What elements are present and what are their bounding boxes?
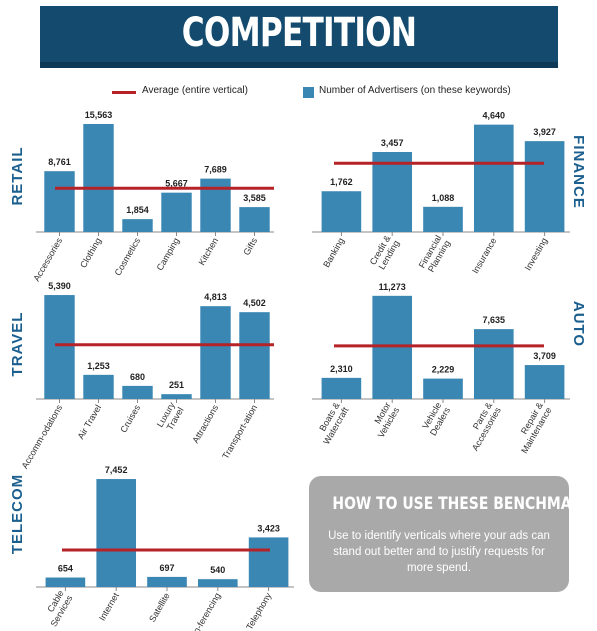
chart-telecom-bar <box>197 579 238 587</box>
chart-telecom-value-label: 654 <box>58 564 73 574</box>
chart-auto-value-label: 3,709 <box>533 351 556 361</box>
chart-finance-category-label: Investing <box>523 236 550 272</box>
chart-finance-bar <box>321 191 362 232</box>
chart-retail-value-label: 7,689 <box>204 165 227 175</box>
chart-auto-bar <box>524 365 565 399</box>
chart-telecom-value-label: 7,452 <box>105 465 128 475</box>
chart-finance-title: FINANCE <box>570 135 587 209</box>
chart-finance-bar <box>423 206 463 232</box>
chart-travel-category-label: LuxuryTravel <box>155 400 186 434</box>
chart-telecom-bar <box>96 479 137 587</box>
legend-average-swatch <box>112 91 136 94</box>
chart-telecom-category-label: Satellite <box>147 591 172 624</box>
chart-retail-bar <box>44 171 75 232</box>
chart-retail-category-label: Clothing <box>78 236 103 270</box>
legend-average-label: Average (entire vertical) <box>142 85 248 96</box>
chart-auto-value-label: 7,635 <box>483 315 506 325</box>
chart-finance-value-label: 3,927 <box>533 127 556 137</box>
chart-travel-category-label: Transport-ation <box>220 403 259 461</box>
chart-finance-value-label: 1,088 <box>432 193 455 203</box>
chart-finance-value-label: 3,457 <box>381 138 404 148</box>
chart-finance-value-label: 4,640 <box>483 111 506 121</box>
chart-auto-value-label: 2,229 <box>432 365 455 375</box>
chart-travel-value-label: 4,502 <box>243 298 266 308</box>
chart-finance-bar <box>473 124 514 232</box>
chart-telecom-category-label: Internet <box>97 591 121 623</box>
chart-retail-bar <box>239 207 270 232</box>
chart-travel-bar <box>239 312 270 399</box>
chart-finance-bar <box>372 152 413 232</box>
chart-travel-bar <box>161 394 192 399</box>
chart-travel-category-label: Cruises <box>118 403 142 435</box>
chart-telecom-title: TELECOM <box>9 474 26 554</box>
chart-auto-category-label: Parts &Accessories <box>461 400 503 452</box>
chart-travel-category-label: Accomm-odations <box>20 403 65 471</box>
chart-travel-value-label: 1,253 <box>87 361 110 371</box>
chart-retail-bar <box>200 178 231 232</box>
chart-finance-category-label: Banking <box>321 236 346 269</box>
chart-travel-bar <box>44 295 75 399</box>
chart-travel-value-label: 680 <box>130 372 145 382</box>
chart-telecom-category-label: Telecon-ferencing <box>178 591 222 631</box>
chart-telecom-bar <box>147 576 187 587</box>
howto-text: Use to identify verticals where your ads… <box>328 530 550 574</box>
chart-auto-category-label: MotorVehicles <box>367 400 401 439</box>
chart-travel-bar <box>122 385 153 399</box>
chart-telecom-category-label: CableServices <box>40 588 75 628</box>
chart-retail-value-label: 15,563 <box>85 110 113 120</box>
chart-telecom-bar <box>248 537 289 587</box>
chart-auto-category-label: Boats &Watercraft <box>313 400 351 446</box>
howto-title: HOW TO USE THESE BENCHMARKS <box>332 494 597 514</box>
chart-retail-category-label: Kitchen <box>197 236 221 267</box>
chart-retail-bar <box>83 123 114 232</box>
chart-auto-category-label: Repair &Maintenance <box>511 401 554 456</box>
chart-auto-title: AUTO <box>570 301 587 347</box>
chart-auto-bar <box>423 378 463 399</box>
chart-retail-title: RETAIL <box>9 146 26 205</box>
chart-auto-category-label: VehicleDealers <box>419 400 452 437</box>
chart-telecom-value-label: 697 <box>159 563 174 573</box>
chart-travel-bar <box>83 374 114 399</box>
chart-travel-title: TRAVEL <box>9 312 26 377</box>
chart-travel-bar <box>200 306 231 399</box>
chart-finance-bar <box>524 141 565 232</box>
chart-retail-category-label: Cosmetics <box>113 236 143 278</box>
chart-finance-category-label: FinancialPlanning <box>417 234 452 275</box>
chart-retail-value-label: 5,667 <box>165 179 188 189</box>
chart-retail-value-label: 1,854 <box>126 205 149 215</box>
chart-retail-category-label: Camping <box>155 236 182 272</box>
chart-auto-bar <box>473 329 514 399</box>
chart-finance-category-label: Insurance <box>470 236 498 275</box>
chart-telecom-bar <box>45 577 86 587</box>
chart-retail-value-label: 8,761 <box>48 157 71 167</box>
chart-travel-category-label: Air Travel <box>76 403 104 441</box>
chart-retail-category-label: Accessories <box>31 236 64 283</box>
chart-travel-value-label: 251 <box>169 380 184 390</box>
howto-box: HOW TO USE THESE BENCHMARKS Use to ident… <box>309 476 597 592</box>
chart-finance-value-label: 1,762 <box>330 177 353 187</box>
chart-finance-category-label: Credit &Lending <box>368 234 402 272</box>
chart-telecom-value-label: 540 <box>210 565 225 575</box>
chart-retail-bar <box>161 192 192 232</box>
chart-travel-value-label: 4,813 <box>204 292 227 302</box>
chart-telecom-value-label: 3,423 <box>257 523 280 533</box>
page-title: COMPETITION <box>181 10 417 56</box>
chart-travel-category-label: Attractions <box>190 403 220 445</box>
legend-advertisers-swatch <box>303 87 314 98</box>
chart-auto-bar <box>321 377 362 399</box>
chart-retail-value-label: 3,585 <box>243 193 266 203</box>
chart-telecom-category-label: Telephony <box>244 591 273 631</box>
chart-auto-value-label: 2,310 <box>330 364 353 374</box>
chart-auto-value-label: 11,273 <box>379 282 406 292</box>
chart-retail-bar <box>122 219 153 232</box>
chart-retail-category-label: Gifts <box>241 236 259 257</box>
title-banner: COMPETITION <box>40 6 558 68</box>
chart-travel-value-label: 5,390 <box>48 281 71 291</box>
legend-advertisers-label: Number of Advertisers (on these keywords… <box>319 85 511 96</box>
legend: Average (entire vertical) Number of Adve… <box>0 84 597 100</box>
